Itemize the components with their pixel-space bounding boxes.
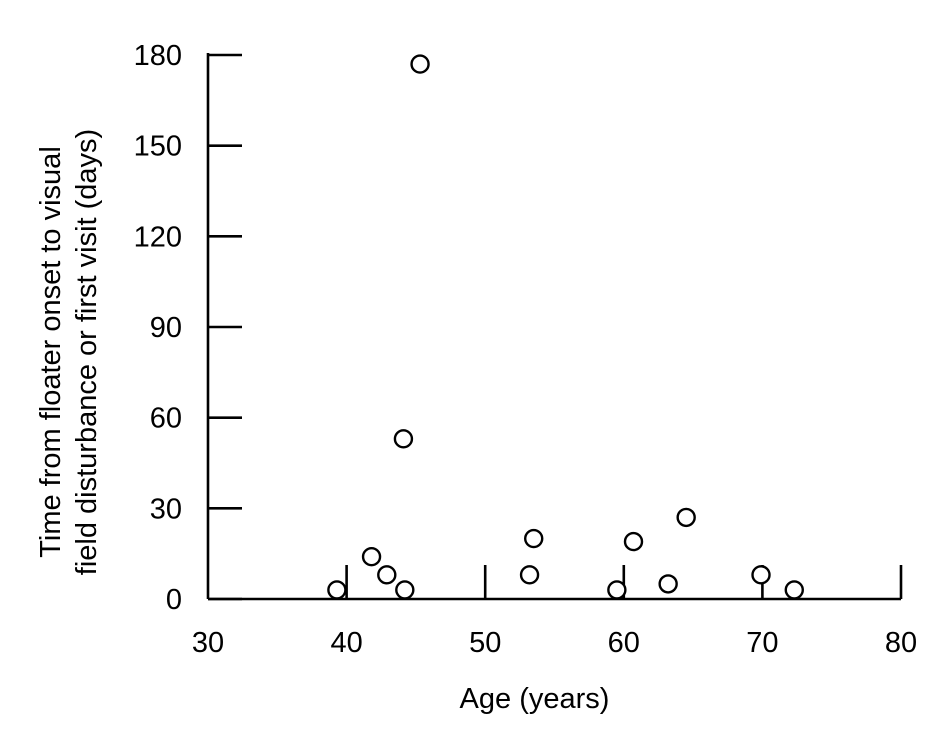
data-point — [751, 565, 771, 585]
data-point — [410, 54, 430, 74]
x-tick-label: 70 — [746, 627, 778, 659]
data-point — [623, 531, 644, 552]
x-tick-label: 60 — [608, 627, 640, 659]
data-point — [676, 507, 696, 528]
y-tick-label: 180 — [134, 40, 182, 72]
y-tick-label: 120 — [134, 221, 182, 253]
y-tick-label: 0 — [166, 584, 182, 616]
axes: 0 30 60 90 120 150 180 30 40 50 60 70 80 — [134, 40, 918, 659]
data-points — [327, 54, 804, 600]
y-axis-title-line-1: Time from floater onset to visual — [35, 146, 67, 558]
data-point — [524, 528, 544, 549]
y-axis-title-line-2: field disturbance or first visit (days) — [71, 129, 103, 575]
x-axis-title: Age (years) — [460, 683, 610, 715]
y-tick-label: 30 — [150, 493, 182, 525]
x-tick-label: 50 — [469, 627, 501, 659]
data-point — [393, 429, 414, 449]
y-tick-label: 60 — [150, 403, 182, 435]
x-tick-label: 80 — [885, 627, 917, 659]
y-tick-label: 90 — [150, 312, 182, 344]
data-point — [377, 565, 397, 585]
data-point — [784, 580, 804, 600]
data-point — [361, 546, 382, 567]
data-point — [519, 565, 540, 585]
y-tick-label: 150 — [134, 131, 182, 163]
data-point — [658, 574, 678, 594]
data-point — [395, 580, 415, 600]
data-point — [327, 580, 347, 600]
x-tick-label: 30 — [192, 627, 224, 659]
y-axis-title: Time from floater onset to visual field … — [35, 129, 103, 575]
data-point — [607, 580, 627, 600]
x-tick-label: 40 — [330, 627, 362, 659]
